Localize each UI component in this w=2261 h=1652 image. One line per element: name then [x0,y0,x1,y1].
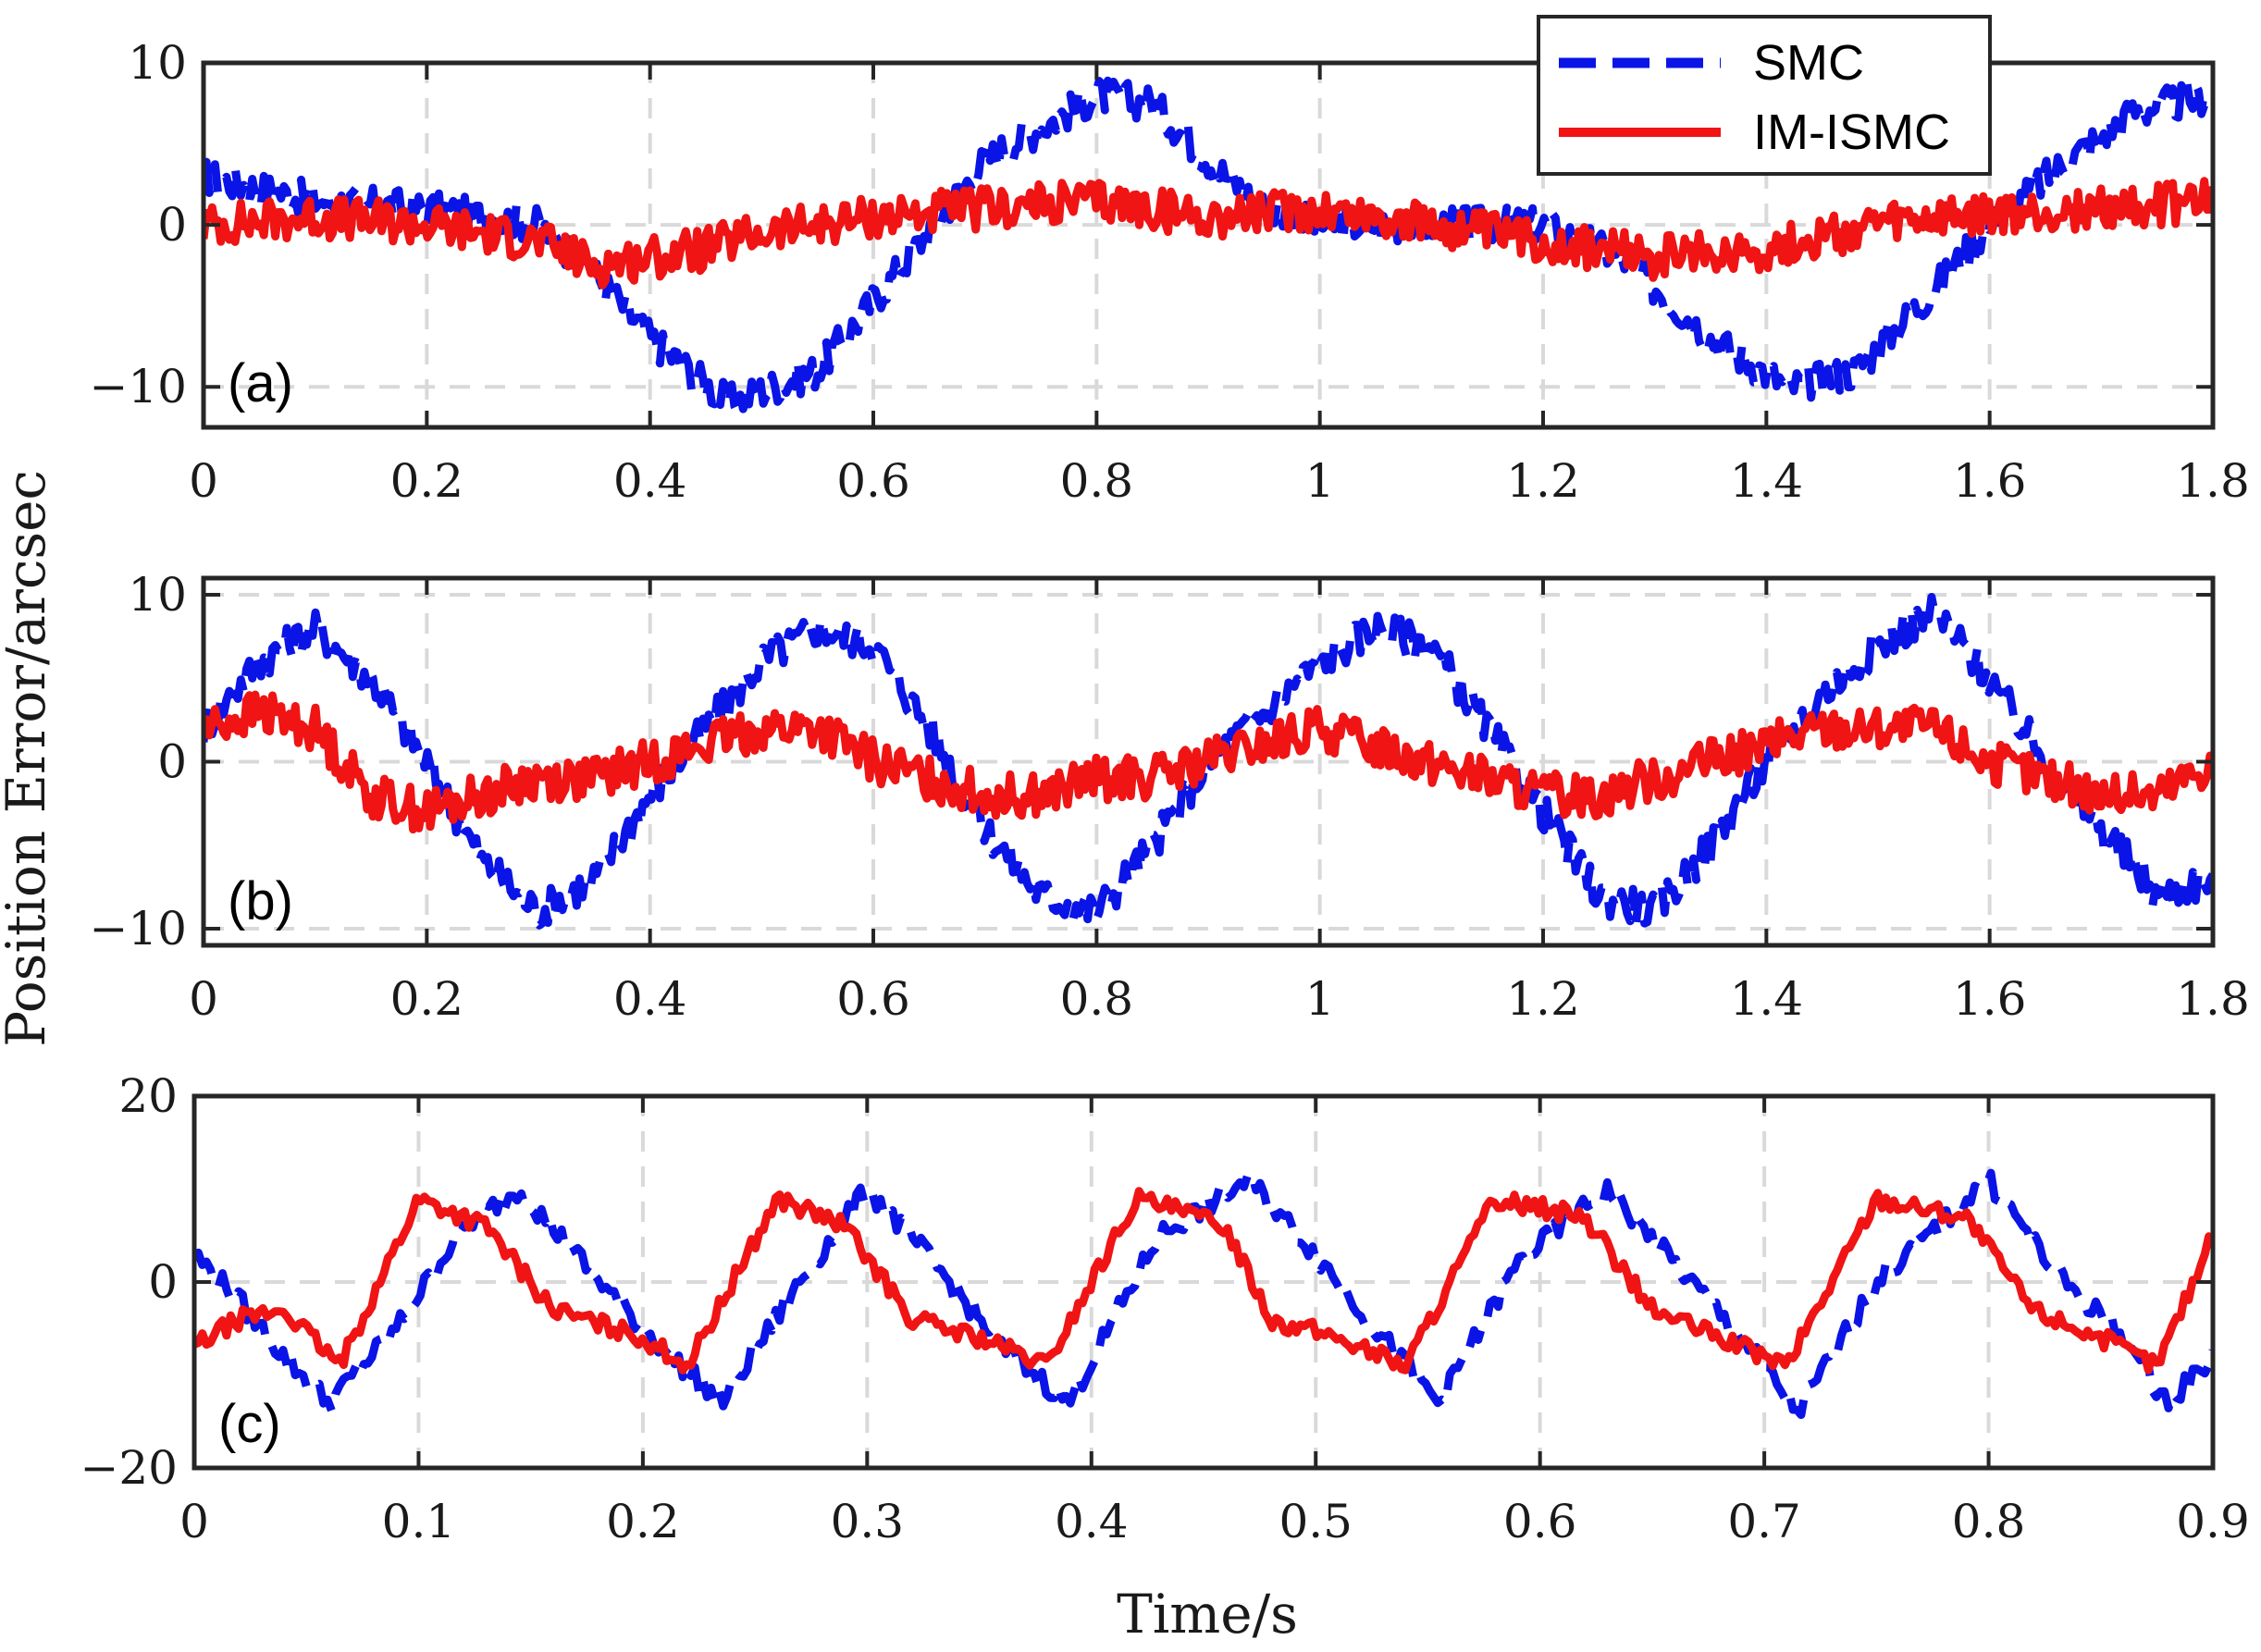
im-ismc-series-line [204,690,2213,834]
x-tick-label: 0.3 [831,1495,905,1548]
panel-label: (a) [228,353,293,413]
x-tick-label: 0.6 [836,972,910,1026]
legend-smc-label: SMC [1753,35,1864,91]
x-tick-label: 0 [179,1495,209,1548]
x-tick-label: 0.8 [1952,1495,2026,1548]
panel-label: (b) [228,871,293,931]
x-tick-label: 0.2 [390,454,464,508]
x-axis-title: Time/s [1117,1583,1298,1646]
y-axis-title: Position Error/arcsec [0,470,57,1047]
x-tick-label: 1.4 [1730,972,1804,1026]
x-tick-label: 1.8 [2176,972,2250,1026]
x-tick-label: 0 [189,972,218,1026]
y-tick-label: −20 [80,1441,178,1495]
x-tick-label: 0.7 [1727,1495,1801,1548]
x-tick-label: 0.2 [390,972,464,1026]
x-tick-label: 0.2 [606,1495,680,1548]
smc-series-line [194,1168,2213,1420]
y-tick-label: −10 [89,902,187,955]
legend-box [1537,15,1992,176]
y-tick-label: 0 [157,735,187,789]
axes-frame [201,60,2216,430]
x-tick-label: 1 [1305,972,1335,1026]
x-tick-label: 0.8 [1060,454,1134,508]
x-tick-label: 0.4 [613,454,687,508]
x-tick-label: 0.6 [836,454,910,508]
y-tick-label: 20 [118,1069,178,1123]
y-tick-label: 10 [128,36,187,90]
x-tick-label: 0.9 [2176,1495,2250,1548]
x-tick-label: 0 [189,454,218,508]
panel-label: (c) [218,1394,281,1454]
x-tick-label: 1.8 [2176,454,2250,508]
y-tick-label: −10 [89,360,187,413]
x-tick-label: 0.6 [1503,1495,1577,1548]
x-tick-label: 0.4 [1055,1495,1129,1548]
x-tick-label: 0.4 [613,972,687,1026]
y-tick-label: 10 [128,568,187,622]
smc-series-line [204,76,2213,417]
x-tick-label: 0.8 [1060,972,1134,1026]
x-tick-label: 1.6 [1953,972,2027,1026]
im-ismc-series-line [204,177,2213,290]
x-tick-label: 1.2 [1506,454,1580,508]
legend: SMC IM-ISMC [1537,15,1992,176]
x-tick-label: 0.1 [382,1495,456,1548]
x-tick-label: 0.5 [1279,1495,1353,1548]
im-ismc-series-line [194,1187,2213,1375]
legend-im-ismc-label: IM-ISMC [1753,105,1950,160]
y-tick-label: 0 [148,1255,178,1309]
y-tick-label: 0 [157,198,187,252]
x-tick-label: 1.2 [1506,972,1580,1026]
x-tick-label: 1.4 [1730,454,1804,508]
x-tick-label: 1.6 [1953,454,2027,508]
x-tick-label: 1 [1305,454,1335,508]
